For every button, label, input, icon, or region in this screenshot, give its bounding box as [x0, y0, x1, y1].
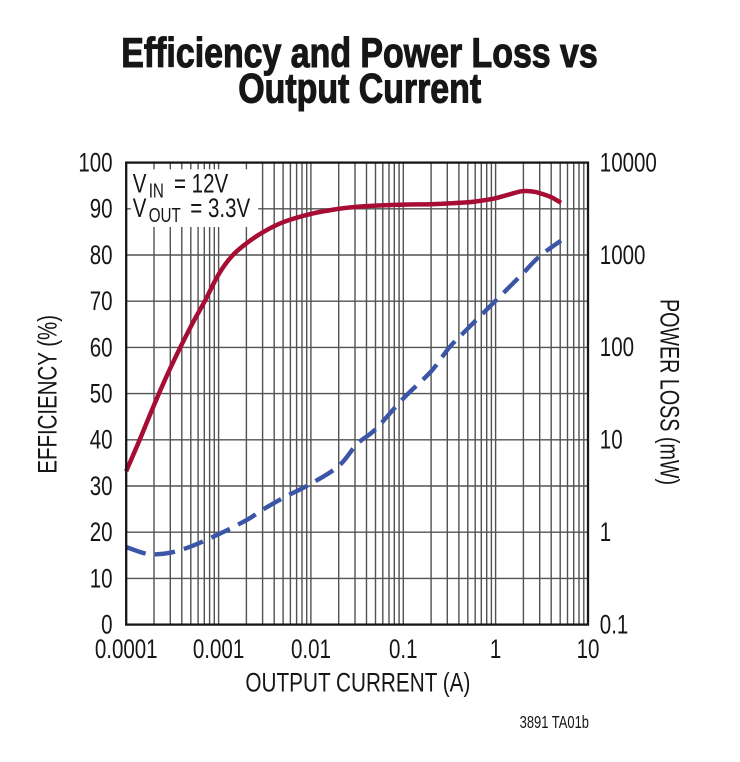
- svg-text:Output Current: Output Current: [238, 66, 481, 112]
- svg-text:1000: 1000: [600, 240, 646, 270]
- svg-text:3891 TA01b: 3891 TA01b: [520, 713, 590, 733]
- svg-text:20: 20: [90, 517, 113, 547]
- svg-text:0.1: 0.1: [389, 634, 418, 664]
- svg-text:100: 100: [78, 148, 112, 178]
- svg-text:80: 80: [90, 240, 113, 270]
- svg-text:IN: IN: [149, 179, 164, 202]
- svg-text:50: 50: [90, 379, 113, 409]
- svg-text:EFFICIENCY (%): EFFICIENCY (%): [33, 315, 63, 474]
- svg-text:90: 90: [90, 194, 113, 224]
- svg-text:60: 60: [90, 333, 113, 363]
- svg-text:= 3.3V: = 3.3V: [190, 193, 250, 223]
- svg-text:Efficiency and Power Loss vs: Efficiency and Power Loss vs: [121, 31, 598, 77]
- svg-text:= 12V: = 12V: [174, 169, 228, 199]
- svg-text:POWER LOSS (mW): POWER LOSS (mW): [654, 299, 684, 485]
- svg-text:30: 30: [90, 471, 113, 501]
- svg-text:100: 100: [600, 333, 634, 363]
- svg-text:1: 1: [490, 634, 501, 664]
- svg-text:40: 40: [90, 425, 113, 455]
- svg-text:10: 10: [90, 564, 113, 594]
- svg-text:OUT: OUT: [149, 204, 181, 227]
- svg-text:10000: 10000: [600, 148, 657, 178]
- svg-text:1: 1: [600, 517, 611, 547]
- svg-text:V: V: [133, 193, 147, 223]
- svg-text:0.001: 0.001: [193, 634, 244, 664]
- svg-text:OUTPUT CURRENT (A): OUTPUT CURRENT (A): [245, 668, 470, 698]
- svg-text:0.1: 0.1: [600, 610, 629, 640]
- svg-text:10: 10: [577, 634, 600, 664]
- svg-text:0.0001: 0.0001: [95, 634, 158, 664]
- svg-text:0.01: 0.01: [291, 634, 331, 664]
- svg-text:V: V: [133, 169, 147, 199]
- svg-text:0: 0: [101, 610, 112, 640]
- svg-text:70: 70: [90, 286, 113, 316]
- svg-text:10: 10: [600, 425, 623, 455]
